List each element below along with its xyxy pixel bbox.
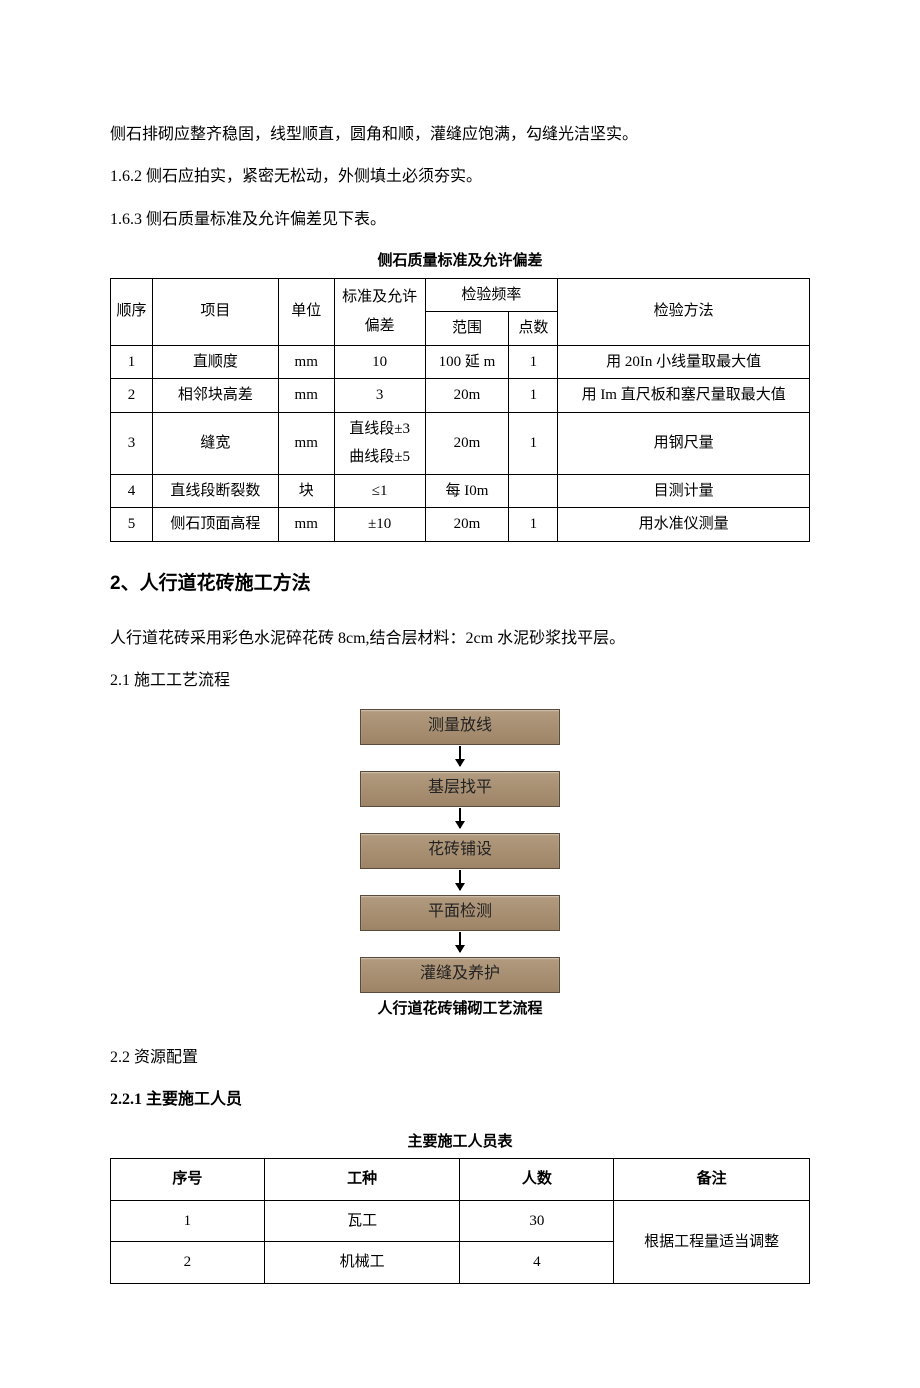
cell: ±10 (334, 508, 425, 542)
col-item: 项目 (152, 278, 278, 345)
cell: 20m (425, 379, 509, 413)
document-page: 侧石排砌应整齐稳固，线型顺直，圆角和顺，灌缝应饱满，勾缝光洁坚实。 1.6.2 … (0, 0, 920, 1388)
cell: 30 (460, 1200, 614, 1242)
table-row: 4直线段断裂数块≤1每 I0m 目测计量 (111, 474, 810, 508)
cell: 缝宽 (152, 412, 278, 474)
col-unit: 单位 (278, 278, 334, 345)
paragraph: 2.2 资源配置 (110, 1043, 810, 1073)
flow-step: 测量放线 (360, 709, 560, 745)
flow-step: 基层找平 (360, 771, 560, 807)
flow-arrow (360, 931, 560, 957)
cell: 1 (509, 345, 558, 379)
paragraph: 2.1 施工工艺流程 (110, 666, 810, 696)
cell: 4 (460, 1242, 614, 1284)
quality-table-title: 侧石质量标准及允许偏差 (110, 247, 810, 276)
section-2-heading: 2、人行道花砖施工方法 (110, 566, 810, 602)
cell: 用水准仪测量 (558, 508, 810, 542)
cell: 100 延 m (425, 345, 509, 379)
cell: 每 I0m (425, 474, 509, 508)
cell: 1 (111, 345, 153, 379)
cell: 相邻块高差 (152, 379, 278, 413)
col-trade: 工种 (264, 1159, 460, 1201)
cell: mm (278, 412, 334, 474)
cell: 20m (425, 508, 509, 542)
table-row: 1直顺度mm10100 延 m1用 20In 小线量取最大值 (111, 345, 810, 379)
cell: 直线段±3曲线段±5 (334, 412, 425, 474)
flowchart-caption: 人行道花砖铺砌工艺流程 (110, 995, 810, 1024)
cell: 1 (509, 379, 558, 413)
cell-remark: 根据工程量适当调整 (614, 1200, 810, 1283)
cell: 1 (509, 508, 558, 542)
personnel-table-title: 主要施工人员表 (110, 1128, 810, 1157)
col-seq: 序号 (111, 1159, 265, 1201)
cell: 块 (278, 474, 334, 508)
cell: 4 (111, 474, 153, 508)
cell: 侧石顶面高程 (152, 508, 278, 542)
col-std: 标准及允许偏差 (334, 278, 425, 345)
col-count: 人数 (460, 1159, 614, 1201)
cell: 1 (509, 412, 558, 474)
col-seq: 顺序 (111, 278, 153, 345)
table-header-row: 序号 工种 人数 备注 (111, 1159, 810, 1201)
cell: 用 20In 小线量取最大值 (558, 345, 810, 379)
flow-step: 花砖铺设 (360, 833, 560, 869)
flow-step: 灌缝及养护 (360, 957, 560, 993)
cell: mm (278, 345, 334, 379)
col-remark: 备注 (614, 1159, 810, 1201)
flow-step: 平面检测 (360, 895, 560, 931)
cell: 直顺度 (152, 345, 278, 379)
col-points: 点数 (509, 312, 558, 346)
cell: 3 (111, 412, 153, 474)
flow-arrow (360, 869, 560, 895)
cell: 3 (334, 379, 425, 413)
personnel-table: 序号 工种 人数 备注 1 瓦工 30 根据工程量适当调整 2 机械工 4 (110, 1158, 810, 1284)
paragraph: 人行道花砖采用彩色水泥碎花砖 8cm,结合层材料：2cm 水泥砂浆找平层。 (110, 624, 810, 654)
cell: 用钢尺量 (558, 412, 810, 474)
cell: 用 Im 直尺板和塞尺量取最大值 (558, 379, 810, 413)
table-header-row: 顺序 项目 单位 标准及允许偏差 检验频率 检验方法 (111, 278, 810, 312)
paragraph: 1.6.2 侧石应拍实，紧密无松动，外侧填土必须夯实。 (110, 162, 810, 192)
quality-table: 顺序 项目 单位 标准及允许偏差 检验频率 检验方法 范围 点数 1直顺度mm1… (110, 278, 810, 542)
cell: 2 (111, 379, 153, 413)
cell: mm (278, 379, 334, 413)
paragraph: 2.2.1 主要施工人员 (110, 1085, 810, 1115)
flow-arrow (360, 745, 560, 771)
cell: 目测计量 (558, 474, 810, 508)
flow-arrow (360, 807, 560, 833)
cell: mm (278, 508, 334, 542)
cell: 1 (111, 1200, 265, 1242)
cell: 直线段断裂数 (152, 474, 278, 508)
cell: ≤1 (334, 474, 425, 508)
table-row: 3缝宽mm直线段±3曲线段±520m1用钢尺量 (111, 412, 810, 474)
col-method: 检验方法 (558, 278, 810, 345)
paragraph: 1.6.3 侧石质量标准及允许偏差见下表。 (110, 205, 810, 235)
cell: 2 (111, 1242, 265, 1284)
flowchart: 测量放线基层找平花砖铺设平面检测灌缝及养护 (360, 709, 560, 993)
col-freq: 检验频率 (425, 278, 558, 312)
table-row: 5侧石顶面高程mm±1020m1用水准仪测量 (111, 508, 810, 542)
table-row: 2相邻块高差mm320m1用 Im 直尺板和塞尺量取最大值 (111, 379, 810, 413)
cell: 瓦工 (264, 1200, 460, 1242)
cell: 机械工 (264, 1242, 460, 1284)
paragraph: 侧石排砌应整齐稳固，线型顺直，圆角和顺，灌缝应饱满，勾缝光洁坚实。 (110, 120, 810, 150)
table-row: 1 瓦工 30 根据工程量适当调整 (111, 1200, 810, 1242)
cell: 10 (334, 345, 425, 379)
col-range: 范围 (425, 312, 509, 346)
cell (509, 474, 558, 508)
cell: 20m (425, 412, 509, 474)
cell: 5 (111, 508, 153, 542)
